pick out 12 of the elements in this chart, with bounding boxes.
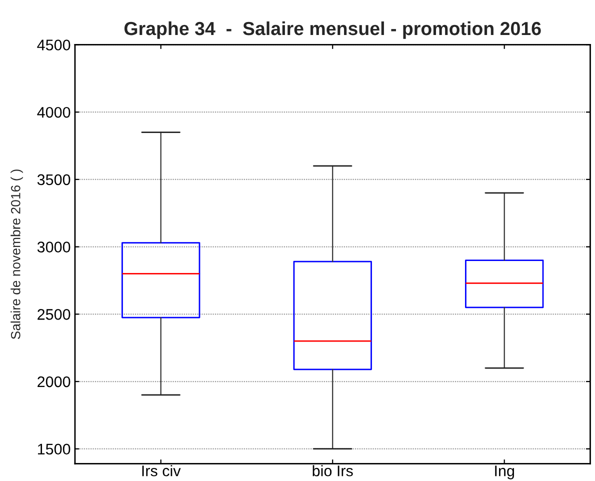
y-tick-label: 3500 <box>37 174 70 186</box>
y-tick-label: 4500 <box>37 40 70 50</box>
x-tick-label: Irs civ <box>142 465 181 476</box>
x-tick-label: Ing <box>495 466 514 480</box>
chart-title: Graphe 34 - Salaire mensuel - promotion 2016 <box>124 21 541 39</box>
x-tick-label: bio Irs <box>312 465 353 476</box>
y-axis-title: Salaire de novembre 2016 ( ) <box>10 170 23 340</box>
y-tick-label: 4000 <box>37 106 70 118</box>
y-tick-label: 2500 <box>38 309 70 320</box>
y-tick-label: 2000 <box>38 376 70 388</box>
y-tick-label: 1500 <box>38 444 70 455</box>
y-tick-label: 3000 <box>37 242 70 252</box>
